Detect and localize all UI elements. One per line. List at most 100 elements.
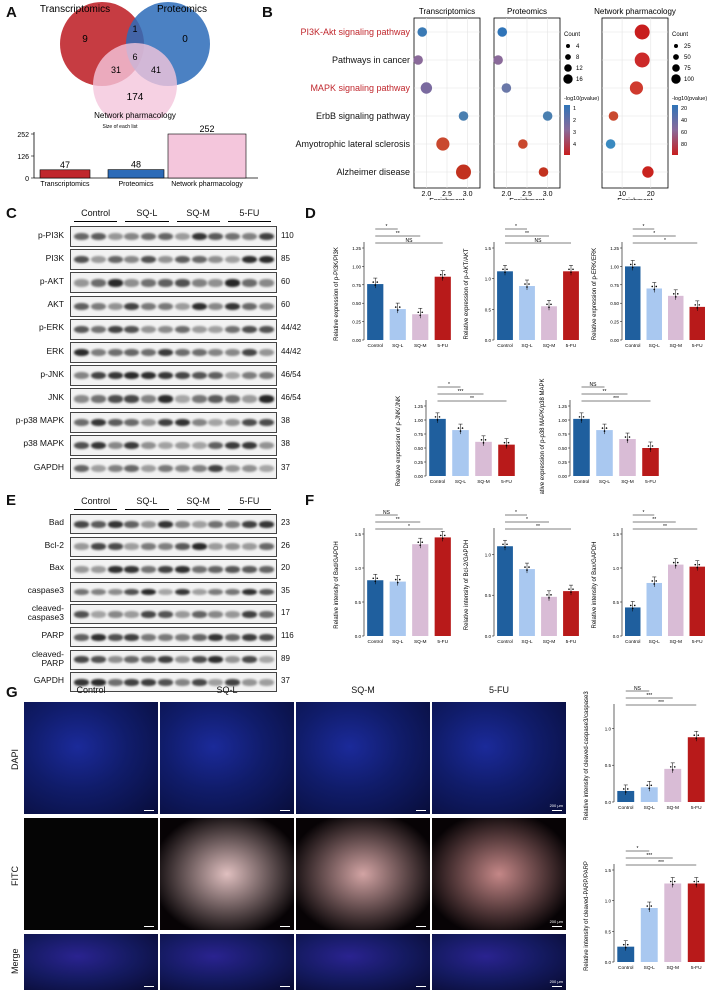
wb-protein-name: p-PI3K [38,229,64,240]
wb-band-box [70,604,277,625]
chart-g1-bar-2 [664,768,682,802]
chart-g1-xtick-2: SQ-M [666,805,679,811]
chart-d2-bar-1 [519,286,535,340]
legend1-count-dot-2 [564,64,572,72]
wb-row: p38 MAPK 38 [23,434,290,456]
scalebar [552,925,562,927]
scalebar [552,985,562,987]
chart-f2-ytick-0: 0.0 [485,634,492,639]
wb-kda: 38 [281,439,290,449]
chart-d5-bar-0 [573,418,590,476]
chart-f3-ytick-1: 0.5 [613,600,620,605]
chart-d1-ytick-0: 0.00 [352,338,361,343]
chart-f1-xtick-3: 5-FU [437,639,448,645]
size-tick-0: 252 [17,132,29,139]
chart-d2: Relative expression of p-AKT/AKT 0.0 0.5 1.… [464,224,579,349]
legend1-count-val-1: 8 [576,55,580,61]
wb-kda: 110 [281,230,294,240]
legend1-p-tick-1: 2 [573,118,576,124]
venn-region-n-only: 174 [127,92,144,103]
chart-f1-sig-2: * [408,524,410,530]
chart-f1-bar-2 [412,544,429,636]
wb-protein-name: ERK [46,345,64,356]
chart-g2-ytick-0: 0.0 [605,960,612,965]
chart-d5-ytick-5: 1.25 [558,404,567,409]
chart-f1-ylabel: Relative intensity of Bad/GAPDH [334,541,340,628]
chart-f2-xtick-0: Control [497,639,512,645]
chart-f3-bar-1 [646,582,662,636]
wb-protein-name: caspase3 [27,584,64,595]
size-title: Size of each list [102,124,138,130]
legend2-p-tick-0: 20 [681,106,687,112]
wb-kda: 20 [281,563,290,573]
chart-d3-ytick-1: 0.25 [610,320,619,325]
legend2-p-tick-1: 40 [681,118,687,124]
size-bar-1 [107,169,165,179]
wb-band-box [70,581,277,602]
venn-region-t-p-n: 6 [132,52,137,62]
chart-f1-ytick-2: 1.0 [355,566,362,571]
chart-d1-ytick-1: 0.25 [352,320,361,325]
chart-f3: Relative intensity of Bax/GAPDH 0.0 0.5 1.0… [592,510,705,645]
chart-d3-xtick-0: Control [625,343,640,349]
dot-2-5 [642,166,654,178]
wb-row: ERK 44/42 [47,342,301,363]
dot-0-5 [456,164,471,180]
scalebar [552,809,562,811]
wb-group-label: 5-FU [239,496,260,506]
wb-band-box [70,342,277,363]
micrograph-dapi-2 [296,702,430,814]
wb-band-box [70,434,277,456]
wb-row: cleaved- PARP 89 [32,649,290,670]
chart-d5-ytick-1: 0.25 [558,460,567,465]
facet-1-xtick-2: 3.0 [543,191,553,198]
chart-d4-sig-2: ** [470,396,474,402]
chart-f2-ytick-1: 0.5 [485,593,492,598]
scalebar [144,809,154,811]
wb-kda: 44/42 [281,323,302,333]
chart-d3-ytick-0: 0.00 [610,338,619,343]
chart-f3-ylabel: Relative intensity of Bax/GAPDH [592,541,598,628]
chart-d5: Relative expression of p-p38 MAPK/p38 MA… [540,378,659,494]
chart-f1-bar-0 [367,580,384,636]
chart-f3-xtick-1: SQ-L [649,639,661,645]
chart-d4-ytick-1: 0.25 [414,460,423,465]
dot-2-3 [608,111,619,121]
wb-row: JNK 46/54 [48,388,301,410]
venn-region-t-only: 9 [82,34,88,45]
chart-f1-bar-3 [434,537,451,636]
scalebar [144,925,154,927]
venn-region-t-p: 1 [132,24,137,34]
facet-1-xtick-0: 2.0 [502,191,512,198]
chart-d2-xtick-1: SQ-L [521,343,533,349]
chart-d3-sig-2: * [664,238,666,244]
chart-f3-ytick-0: 0.0 [613,634,620,639]
facet-0-xtick-0: 2.0 [422,191,432,198]
facet-1-xtick-1: 2.5 [522,191,532,198]
scalebar [144,985,154,987]
wb-band-box [70,226,277,247]
chart-d1-sig-0: * [386,224,388,230]
legend1-count-val-2: 12 [576,66,583,72]
wb-kda: 35 [281,585,290,595]
chart-d2-bar-3 [563,271,579,340]
wb-group-line [176,509,220,510]
micro-col-label: 5-FU [489,685,509,695]
chart-f2-sig-0: * [515,510,517,516]
pathway-label-4: Amyotrophic lateral sclerosis [295,139,410,149]
chart-d3-ylabel: Relative expression of p-ERK/ERK [592,248,598,340]
dot-2-2 [629,81,644,95]
wb-kda: 37 [281,676,290,686]
chart-g2-xtick-2: SQ-M [666,965,679,971]
legend2-p-title: -log10(pvalue) [672,96,707,102]
wb-group-label: SQ-M [186,208,210,218]
chart-f2-bar-2 [541,596,557,636]
chart-d4-sig-1: *** [458,389,464,395]
chart-g2-xtick-1: SQ-L [644,965,656,971]
scalebar-text: 200 μm [549,919,563,924]
pathway-label-5: Alzheimer disease [336,167,410,177]
legend1-count-dot-0 [566,44,570,48]
chart-f3-ytick-2: 1.0 [613,566,620,571]
scalebar-text: 200 μm [549,979,563,984]
chart-g1-xtick-3: 5-FU [691,805,702,811]
